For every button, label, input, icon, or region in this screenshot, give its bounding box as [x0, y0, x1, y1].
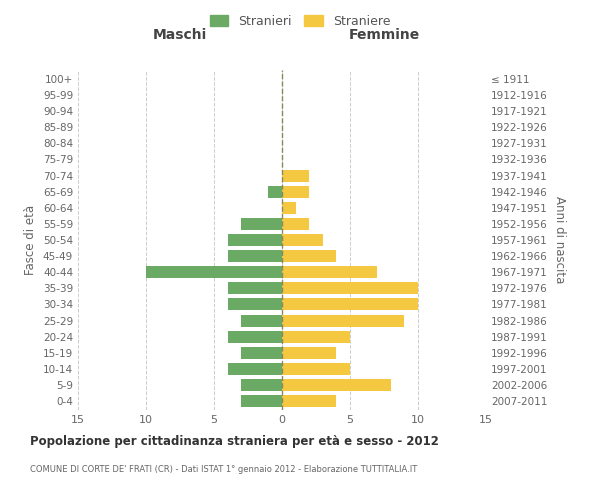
Bar — [282, 298, 418, 310]
Bar — [241, 395, 282, 407]
Y-axis label: Anni di nascita: Anni di nascita — [553, 196, 566, 284]
Bar — [282, 250, 337, 262]
Bar — [282, 379, 391, 391]
Bar — [241, 314, 282, 326]
Bar — [282, 186, 309, 198]
Bar — [282, 395, 337, 407]
Bar — [227, 234, 282, 246]
Bar — [227, 282, 282, 294]
Bar — [282, 330, 350, 342]
Bar — [282, 202, 296, 214]
Text: Popolazione per cittadinanza straniera per età e sesso - 2012: Popolazione per cittadinanza straniera p… — [30, 435, 439, 448]
Bar — [241, 347, 282, 359]
Y-axis label: Fasce di età: Fasce di età — [25, 205, 37, 275]
Bar — [227, 298, 282, 310]
Text: Femmine: Femmine — [349, 28, 419, 42]
Bar — [282, 363, 350, 375]
Bar — [282, 347, 337, 359]
Bar — [227, 250, 282, 262]
Bar — [146, 266, 282, 278]
Text: Maschi: Maschi — [153, 28, 207, 42]
Bar — [241, 379, 282, 391]
Bar — [268, 186, 282, 198]
Text: COMUNE DI CORTE DE' FRATI (CR) - Dati ISTAT 1° gennaio 2012 - Elaborazione TUTTI: COMUNE DI CORTE DE' FRATI (CR) - Dati IS… — [30, 465, 417, 474]
Bar — [282, 266, 377, 278]
Legend: Stranieri, Straniere: Stranieri, Straniere — [206, 11, 394, 32]
Bar — [282, 218, 309, 230]
Bar — [241, 218, 282, 230]
Bar — [227, 330, 282, 342]
Bar — [282, 234, 323, 246]
Bar — [282, 314, 404, 326]
Bar — [227, 363, 282, 375]
Bar — [282, 170, 309, 181]
Bar — [282, 282, 418, 294]
